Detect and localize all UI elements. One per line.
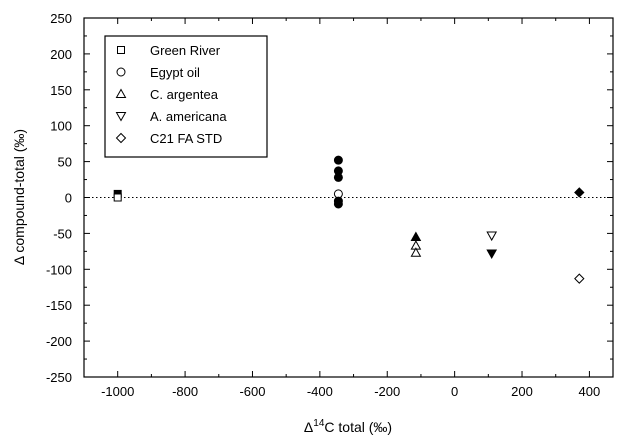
x-tick-label: 400 xyxy=(579,384,601,399)
y-tick-labels: 250 200 150 100 50 0 -50 -100 -150 -200 -250 xyxy=(46,11,72,385)
legend-label-egypt-oil: Egypt oil xyxy=(150,65,200,80)
x-tick-label: -400 xyxy=(307,384,333,399)
x-tick-label: -200 xyxy=(374,384,400,399)
data-point-egypt-oil xyxy=(333,155,343,165)
data-point-c21-fa-std xyxy=(574,187,585,198)
data-point-a-americana xyxy=(486,249,498,260)
y-tick-label: 150 xyxy=(50,83,72,98)
legend-label-c21-fa-std: C21 FA STD xyxy=(150,131,222,146)
legend-marker-c-argentea xyxy=(115,88,127,98)
legend-marker-c21-fa-std xyxy=(115,132,127,144)
x-tick-label: 200 xyxy=(511,384,533,399)
y-tick-label: 250 xyxy=(50,11,72,26)
legend-marker-a-americana xyxy=(115,112,127,122)
legend-items: Green River Egypt oil C. argentea A. americ… xyxy=(115,43,227,146)
data-point-c-argentea xyxy=(410,231,422,241)
legend-box xyxy=(104,35,268,158)
y-tick-label: 0 xyxy=(65,191,72,206)
x-axis-title: Δ14C total (‰) xyxy=(304,418,392,435)
legend-label-c-argentea: C. argentea xyxy=(150,87,219,102)
y-tick-label: -250 xyxy=(46,370,72,385)
axis-ticks xyxy=(83,17,613,378)
data-point-egypt-oil xyxy=(333,172,343,182)
x-axis-title-rest: C total (‰) xyxy=(324,419,392,435)
data-point-green-river xyxy=(113,193,122,202)
legend-marker-egypt-oil xyxy=(116,67,126,77)
data-point-c21-fa-std xyxy=(574,273,585,284)
x-tick-label: 0 xyxy=(451,384,458,399)
legend-label-a-americana: A. americana xyxy=(150,109,227,124)
y-tick-label: -100 xyxy=(46,262,72,277)
data-point-egypt-oil xyxy=(333,199,343,209)
legend: Green River Egypt oil C. argentea A. americ… xyxy=(104,35,268,158)
x-axis-title-superscript: 14 xyxy=(313,418,325,429)
data-point-a-americana xyxy=(486,231,498,242)
y-tick-label: -50 xyxy=(53,226,72,241)
y-tick-label: 200 xyxy=(50,47,72,62)
y-tick-label: 100 xyxy=(50,119,72,134)
data-points xyxy=(113,155,585,284)
x-tick-label: -800 xyxy=(172,384,198,399)
x-tick-labels: -1000 -800 -600 -400 -200 0 200 400 xyxy=(101,384,600,399)
legend-marker-green-river xyxy=(117,46,125,54)
data-point-c-argentea xyxy=(410,247,422,257)
x-tick-label: -600 xyxy=(239,384,265,399)
x-axis-title-delta: Δ xyxy=(304,419,313,435)
y-tick-label: -200 xyxy=(46,334,72,349)
x-tick-label: -1000 xyxy=(101,384,134,399)
legend-label-green-river: Green River xyxy=(150,43,221,58)
y-tick-label: 50 xyxy=(58,155,72,170)
y-axis-title: Δ compound-total (‰) xyxy=(11,129,27,265)
y-tick-label: -150 xyxy=(46,298,72,313)
